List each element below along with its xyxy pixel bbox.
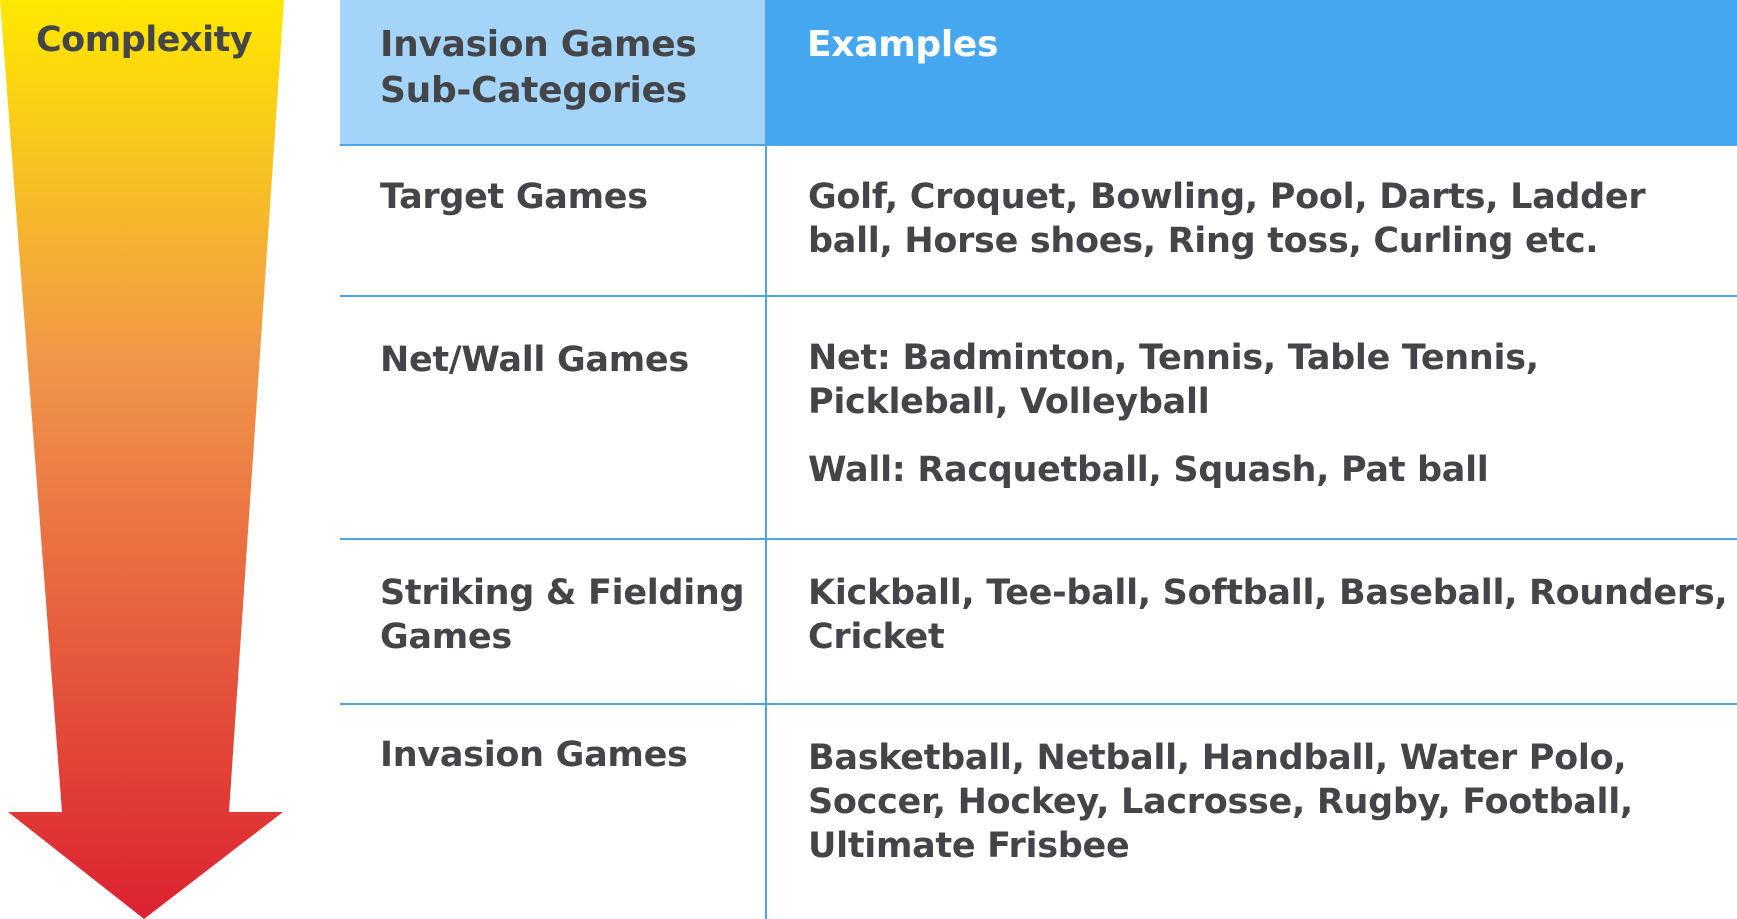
examples-text: Kickball, Tee-ball, Softball, Baseball, … bbox=[808, 573, 1728, 657]
complexity-label: Complexity bbox=[36, 20, 253, 60]
game-categories-table: Invasion Games Sub-Categories Examples T… bbox=[340, 0, 1737, 919]
row-divider bbox=[340, 295, 1737, 297]
header-category-cell: Invasion Games Sub-Categories bbox=[340, 0, 765, 144]
examples-text-net: Net: Badminton, Tennis, Table Tennis, Pi… bbox=[808, 338, 1539, 422]
header-examples-cell: Examples bbox=[767, 0, 1737, 144]
examples-text-wall: Wall: Racquetball, Squash, Pat ball bbox=[808, 450, 1489, 490]
header-category-label: Invasion Games Sub-Categories bbox=[380, 24, 697, 111]
row-examples-net-wall: Net: Badminton, Tennis, Table Tennis, Pi… bbox=[808, 336, 1728, 492]
examples-text: Basketball, Netball, Handball, Water Pol… bbox=[808, 738, 1633, 866]
row-examples-striking-fielding: Kickball, Tee-ball, Softball, Baseball, … bbox=[808, 571, 1728, 659]
row-divider bbox=[340, 538, 1737, 540]
row-category-invasion: Invasion Games bbox=[380, 735, 688, 775]
column-divider bbox=[765, 0, 767, 919]
examples-text: Golf, Croquet, Bowling, Pool, Darts, Lad… bbox=[808, 177, 1646, 261]
row-category-net-wall: Net/Wall Games bbox=[380, 340, 689, 380]
complexity-arrow: Complexity bbox=[0, 0, 300, 919]
row-category-striking-fielding: Striking & Fielding Games bbox=[380, 573, 745, 657]
row-divider bbox=[340, 703, 1737, 705]
row-examples-target: Golf, Croquet, Bowling, Pool, Darts, Lad… bbox=[808, 175, 1728, 263]
row-divider bbox=[340, 144, 1737, 146]
arrow-shape bbox=[0, 0, 284, 919]
header-examples-label: Examples bbox=[807, 24, 999, 65]
row-examples-invasion: Basketball, Netball, Handball, Water Pol… bbox=[808, 736, 1728, 868]
row-category-target: Target Games bbox=[380, 177, 648, 217]
